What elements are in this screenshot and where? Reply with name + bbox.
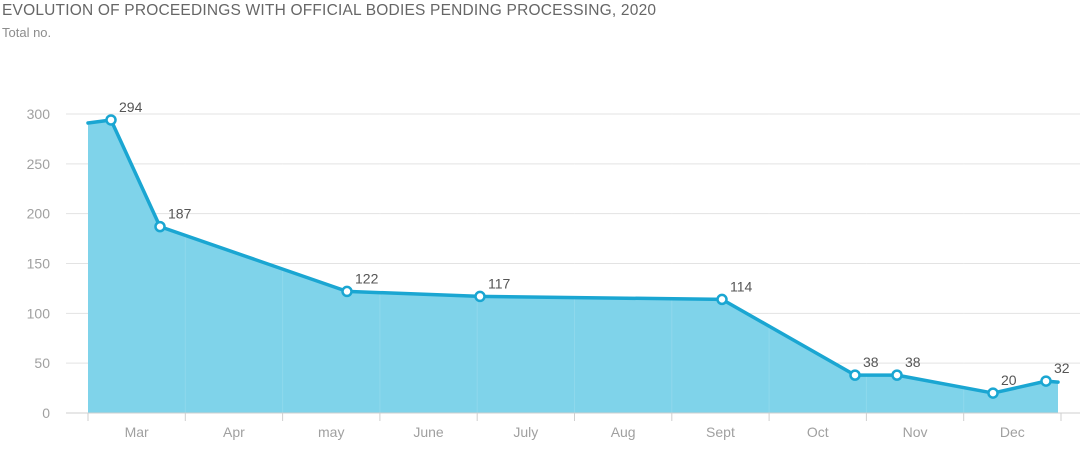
data-point-marker (987, 387, 999, 399)
x-tick-label: may (318, 424, 344, 440)
y-tick-label: 200 (27, 206, 51, 222)
data-label: 117 (488, 275, 511, 291)
x-tick-label: July (513, 424, 538, 440)
area-fill (88, 119, 1058, 413)
x-tick-label: Nov (903, 424, 928, 440)
data-point-marker (849, 369, 861, 381)
data-label: 32 (1054, 360, 1070, 376)
data-label: 20 (1001, 372, 1017, 388)
data-point-marker (1040, 375, 1052, 387)
y-tick-label: 50 (34, 355, 50, 371)
data-label: 187 (168, 206, 192, 222)
data-label: 38 (863, 354, 879, 370)
x-tick-label: Mar (125, 424, 149, 440)
y-tick-label: 250 (27, 156, 51, 172)
x-tick-label: June (413, 424, 444, 440)
data-label: 38 (905, 354, 921, 370)
x-tick-label: Apr (223, 424, 245, 440)
data-label: 122 (355, 270, 379, 286)
x-tick-label: Oct (807, 424, 829, 440)
x-tick-label: Dec (1000, 424, 1025, 440)
y-tick-label: 300 (27, 106, 51, 122)
x-tick-label: Aug (611, 424, 636, 440)
y-tick-label: 150 (27, 256, 51, 272)
data-point-marker (341, 285, 353, 298)
data-point-marker (154, 220, 166, 233)
data-point-marker (716, 293, 728, 306)
data-point-marker (891, 369, 903, 381)
chart-title: EVOLUTION OF PROCEEDINGS WITH OFFICIAL B… (2, 2, 657, 19)
data-point-marker (474, 290, 486, 303)
data-point-marker (105, 114, 117, 126)
chart-subtitle: Total no. (2, 25, 52, 40)
data-label: 114 (730, 278, 753, 294)
y-tick-label: 100 (27, 305, 51, 321)
data-label: 294 (119, 99, 143, 115)
x-tick-label: Sept (706, 424, 735, 440)
y-tick-label: 0 (42, 405, 50, 421)
